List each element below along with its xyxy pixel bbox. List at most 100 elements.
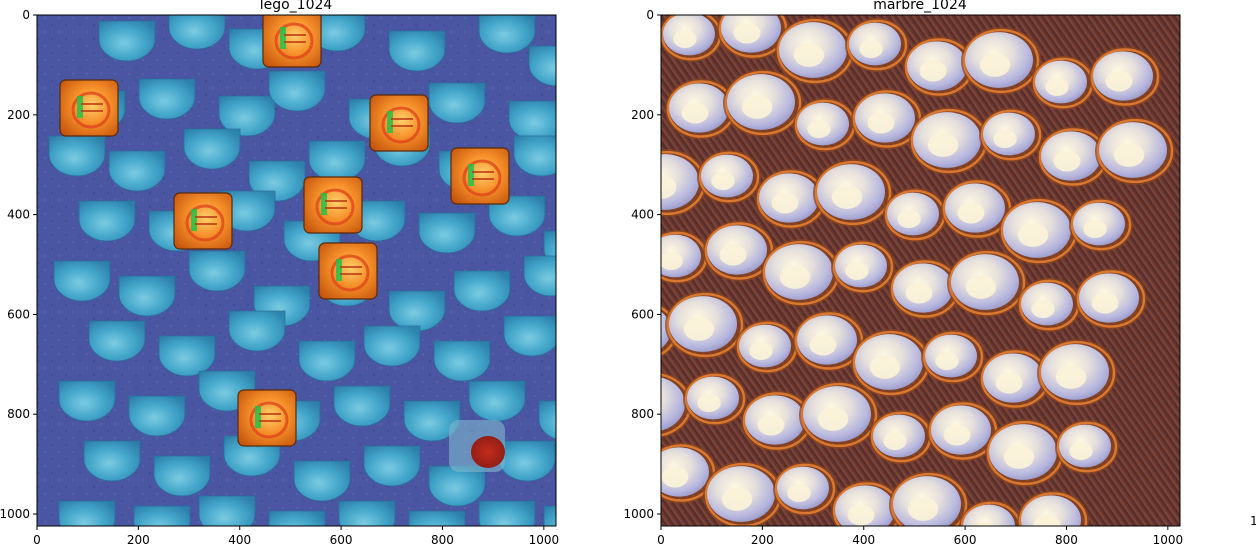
marbre-blob [985, 419, 1065, 487]
lego-title: lego_1024 [260, 0, 333, 13]
lego-block [433, 340, 491, 382]
marbre-blob [703, 220, 775, 282]
marbre-blob [723, 69, 803, 137]
lego-orange-patch [262, 15, 322, 68]
lego-block [128, 395, 186, 437]
marbre-blob [1031, 55, 1095, 111]
lego-block [293, 460, 351, 502]
lego-orange-patch [303, 176, 363, 234]
lego-x-tick-label: 200 [127, 533, 150, 547]
lego-orange-patch [173, 192, 233, 250]
lego-block [168, 15, 226, 50]
lego-orange-patch [59, 79, 119, 137]
marbre-blob [703, 461, 783, 526]
lego-block [478, 500, 536, 526]
marbre-blob [773, 461, 837, 517]
marbre-image-panel: marbre_1024 0 200 400 600 800 100002004006008… [623, 0, 1183, 547]
marbre-blob [1075, 268, 1147, 330]
lego-block [468, 380, 526, 422]
lego-block [138, 78, 196, 120]
marbre-x-tick-label: 400 [852, 533, 875, 547]
marbre-x-tick-label: 600 [954, 533, 977, 547]
lego-y-tick-label: 0 [22, 8, 30, 22]
lego-block [428, 82, 486, 124]
lego-y-tick-label: 200 [7, 108, 30, 122]
lego-y-tick-label: 400 [7, 208, 30, 222]
lego-block [408, 510, 466, 526]
lego-block [503, 315, 556, 357]
marbre-blob [697, 149, 761, 205]
lego-blocks [48, 15, 556, 526]
marbre-blob [921, 329, 985, 385]
marbre-blobs [661, 15, 1175, 526]
marbre-blob [999, 197, 1079, 265]
marbre-blob [961, 27, 1041, 95]
lego-block [388, 290, 446, 332]
marbre-blob [661, 229, 709, 285]
lego-block [543, 505, 556, 526]
lego-block [158, 335, 216, 377]
marbre-blob [1037, 339, 1117, 407]
lego-block [528, 45, 556, 87]
marbre-blob [831, 480, 903, 526]
lego-x-tick-label: 1000 [529, 533, 560, 547]
lego-block [58, 380, 116, 422]
lego-block [338, 500, 396, 526]
marbre-x-tick-label: 1000 [1153, 533, 1184, 547]
lego-block [88, 320, 146, 362]
marbre-blob [661, 149, 707, 217]
marbre-blob [661, 371, 693, 439]
marbre-y-tick-label: 400 [631, 208, 654, 222]
marbre-blob [883, 187, 947, 243]
lego-block [133, 505, 191, 526]
lego-block [83, 440, 141, 482]
lego-block [118, 275, 176, 317]
marbre-blob [959, 499, 1023, 526]
marbre-blob [665, 291, 745, 359]
marbre-blob [1055, 419, 1119, 475]
lego-block [108, 150, 166, 192]
lego-y-tick-label: 600 [7, 307, 30, 321]
lego-block [363, 445, 421, 487]
marbre-blob [889, 471, 969, 526]
lego-block [478, 15, 536, 54]
marbre-blob [903, 36, 975, 98]
marbre-blob [927, 400, 999, 462]
marbre-blob [761, 239, 841, 307]
marbre-blob [665, 78, 737, 140]
lego-y-tick-label: 1000 [0, 507, 30, 521]
marbre-blob [661, 15, 723, 63]
marbre-blob [1069, 197, 1133, 253]
marbre-title: marbre_1024 [873, 0, 967, 13]
marbre-blob [683, 371, 747, 427]
lego-block [513, 135, 556, 177]
lego-block [363, 325, 421, 367]
lego-block [198, 495, 256, 526]
marbre-y-tick-label: 800 [631, 407, 654, 421]
marbre-axes-frame [660, 14, 1181, 527]
lego-block [488, 195, 546, 237]
marbre-blob [793, 97, 857, 153]
lego-block [268, 510, 326, 526]
lego-block [58, 500, 116, 526]
marbre-blob [979, 348, 1051, 410]
lego-block [508, 100, 556, 142]
lego-block [388, 30, 446, 72]
lego-block [153, 455, 211, 497]
lego-block [538, 400, 556, 440]
lego-block [268, 70, 326, 112]
lego-block [218, 95, 276, 137]
lego-block [48, 135, 106, 177]
marbre-blob [813, 159, 893, 227]
lego-block [418, 212, 476, 254]
clipped-colorbar-label: 1 [1250, 514, 1256, 528]
lego-orange-patch [369, 94, 429, 152]
lego-block [298, 340, 356, 382]
marbre-blob [1095, 117, 1175, 185]
lego-block [308, 140, 366, 182]
lego-block [78, 200, 136, 242]
marbre-blob [851, 329, 931, 397]
